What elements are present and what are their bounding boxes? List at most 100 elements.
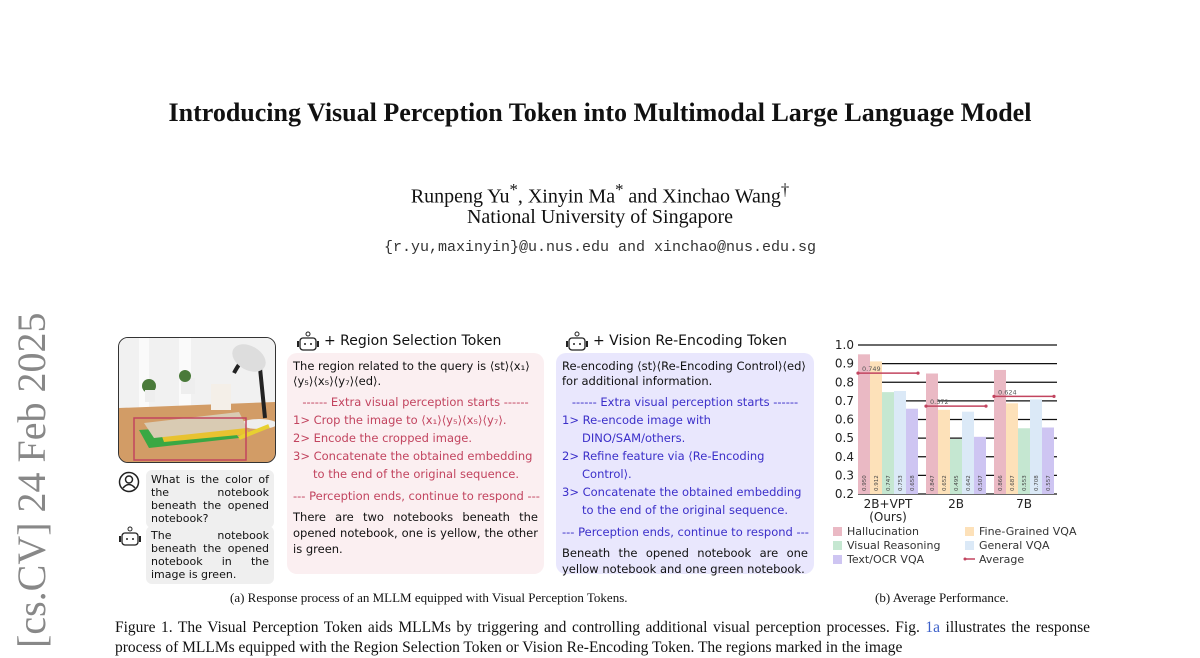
step: 1> Re-encode image with DINO/SAM/others. <box>562 413 711 445</box>
average-label: 0.749 <box>862 365 881 373</box>
y-tick-label: 0.6 <box>835 413 854 427</box>
legend-label: Visual Reasoning <box>847 539 940 552</box>
end-separator: --- Perception ends, continue to respond… <box>562 525 809 539</box>
average-performance-chart: 0.2 0.3 0.4 0.5 0.6 0.7 0.8 0.9 1.0 0.950 0.847 0.8… <box>833 338 1077 566</box>
bar-value-label: 0.753 <box>898 475 904 491</box>
y-tick-label: 0.3 <box>835 468 854 482</box>
bot-answer: The notebook beneath the opened notebook… <box>146 526 274 584</box>
robot-icon <box>566 331 588 351</box>
author: Xinchao Wang <box>662 185 781 208</box>
legend-swatch <box>965 541 974 550</box>
bar <box>858 354 870 494</box>
author-mark: † <box>780 180 790 199</box>
user-question: What is the color of the notebook beneat… <box>146 470 274 528</box>
x-tick-label: 2B+VPT <box>864 497 913 511</box>
region-selection-panel: The region related to the query is ⟨st⟩⟨… <box>287 353 544 574</box>
bar-value-label: 0.866 <box>998 475 1004 491</box>
bar-value-label: 0.912 <box>874 475 880 491</box>
paper-title: Introducing Visual Perception Token into… <box>168 98 1032 127</box>
bar <box>906 408 918 494</box>
reencode-token-title: + Vision Re-Encoding Token <box>593 333 787 349</box>
authors: Runpeng Yu*, Xinyin Ma* and Xinchao Wang… <box>0 180 1200 209</box>
bar-value-label: 0.847 <box>930 475 936 491</box>
bar-value-label: 0.495 <box>954 475 960 491</box>
affiliation: National University of Singapore <box>466 206 734 228</box>
step: 2> Encode the cropped image. <box>293 431 473 445</box>
legend-average-marker <box>963 557 967 561</box>
sep: , <box>517 185 528 208</box>
bar <box>994 369 1006 494</box>
legend-swatch <box>965 527 974 536</box>
legend-swatch <box>833 541 842 550</box>
bar-value-label: 0.950 <box>862 475 868 491</box>
bar-value-label: 0.747 <box>886 475 892 491</box>
panel-response: There are two notebooks beneath the open… <box>293 510 538 556</box>
bar-value-label: 0.708 <box>1034 475 1040 491</box>
sep: and <box>623 185 663 208</box>
bar <box>962 411 974 494</box>
bar <box>1018 428 1030 494</box>
bar <box>926 373 938 494</box>
y-tick-label: 0.7 <box>835 394 854 408</box>
y-tick-label: 0.2 <box>835 487 854 501</box>
desk-photo <box>118 337 276 463</box>
bar-value-label: 0.687 <box>1010 475 1016 491</box>
bar-value-label: 0.642 <box>966 475 972 491</box>
desk-illustration <box>119 338 275 462</box>
bar <box>1006 403 1018 494</box>
legend-label: General VQA <box>979 539 1050 552</box>
panel-intro: Re-encoding ⟨st⟩⟨Re-Encoding Control⟩⟨ed… <box>562 359 806 388</box>
legend-label: Text/OCR VQA <box>846 553 925 566</box>
author: Xinyin Ma <box>527 185 616 208</box>
average-marker <box>992 394 996 399</box>
robot-icon <box>119 526 141 546</box>
y-tick-label: 0.5 <box>835 431 854 445</box>
figure-caption: Figure 1. The Visual Perception Token ai… <box>115 618 1090 658</box>
step: 2> Refine feature via ⟨Re-Encoding Contr… <box>562 449 765 481</box>
y-tick-label: 0.9 <box>835 357 854 371</box>
average-label: 0.572 <box>930 398 949 406</box>
average-marker <box>984 404 988 408</box>
vision-reencoding-panel: Re-encoding ⟨st⟩⟨Re-Encoding Control⟩⟨ed… <box>556 353 814 576</box>
legend-label: Fine-Grained VQA <box>979 525 1077 538</box>
average-marker <box>916 371 920 375</box>
bar <box>1042 427 1054 494</box>
author-mark: * <box>615 180 624 199</box>
x-tick-label: 2B <box>948 497 964 511</box>
average-marker <box>924 404 928 408</box>
bar <box>950 439 962 494</box>
y-tick-label: 1.0 <box>835 338 854 352</box>
bar-value-label: 0.658 <box>910 475 916 491</box>
caption-text: Figure 1. The Visual Perception Token ai… <box>115 619 926 636</box>
start-separator: ------ Extra visual perception starts --… <box>302 395 529 409</box>
panel-intro: The region related to the query is ⟨st⟩⟨… <box>293 359 530 388</box>
bar <box>870 361 882 494</box>
panel-response: Beneath the opened notebook are one yell… <box>562 546 808 576</box>
arxiv-stamp: [cs.CV] 24 Feb 2025 <box>9 312 54 648</box>
bar <box>974 436 986 494</box>
legend-label: Average <box>979 553 1024 566</box>
user-icon <box>118 471 140 493</box>
step: 3> Concatenate the obtained embedding to… <box>293 449 533 481</box>
bar <box>1030 399 1042 494</box>
region-token-title: + Region Selection Token <box>324 333 502 349</box>
robot-icon <box>297 331 319 351</box>
y-tick-label: 0.4 <box>835 450 854 464</box>
step: 1> Crop the image to ⟨x₁⟩⟨y₅⟩⟨x₅⟩⟨y₇⟩. <box>293 413 507 427</box>
average-label: 0.624 <box>998 388 1017 396</box>
subcaption-b: (b) Average Performance. <box>875 590 1009 605</box>
x-tick-label: (Ours) <box>869 510 907 524</box>
bar <box>938 409 950 494</box>
start-separator: ------ Extra visual perception starts --… <box>571 395 799 409</box>
subcaption-a: (a) Response process of an MLLM equipped… <box>230 590 628 605</box>
y-tick-label: 0.8 <box>835 375 854 389</box>
average-marker <box>856 371 860 375</box>
bar-value-label: 0.557 <box>1046 475 1052 491</box>
legend-swatch <box>833 527 842 536</box>
author: Runpeng Yu <box>410 185 510 208</box>
x-tick-label: 7B <box>1016 497 1032 511</box>
bar-value-label: 0.652 <box>942 475 948 491</box>
figure-ref-link[interactable]: 1a <box>925 619 940 636</box>
email: {r.yu,maxinyin}@u.nus.edu and xinchao@nu… <box>383 239 817 256</box>
average-marker <box>1052 394 1056 399</box>
